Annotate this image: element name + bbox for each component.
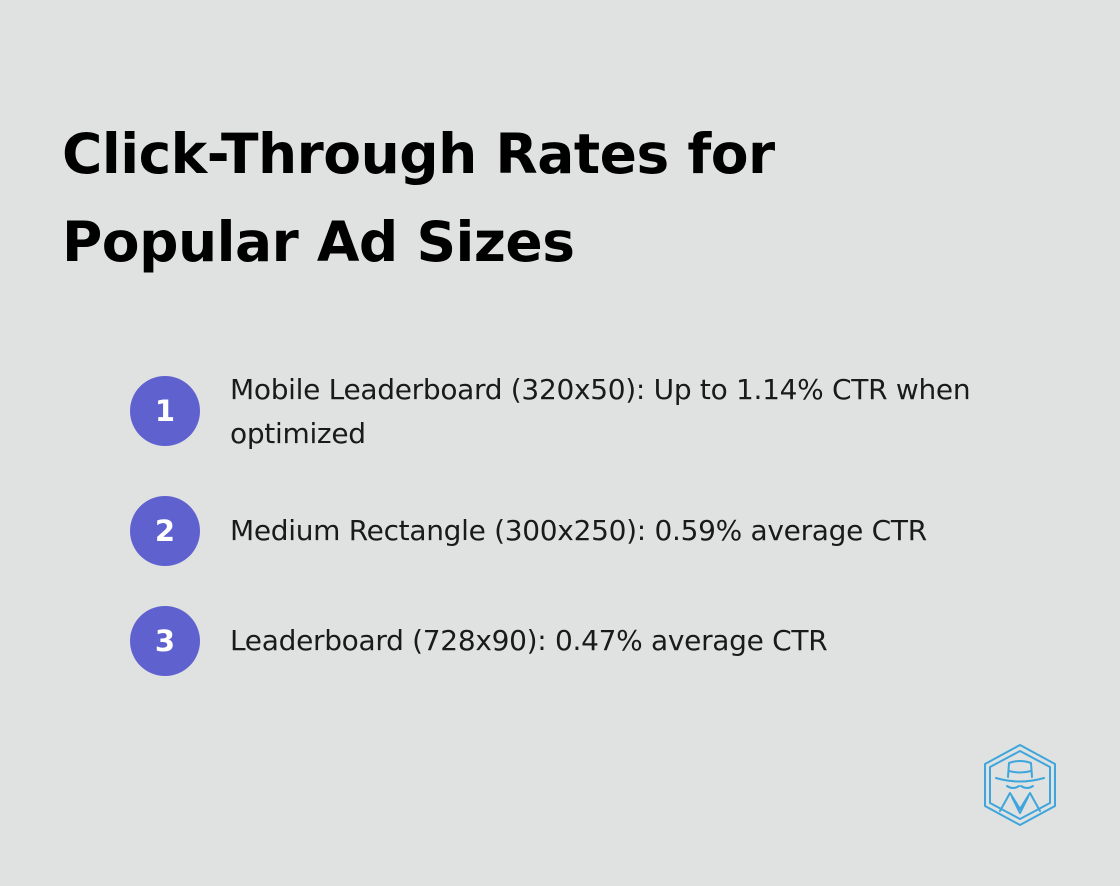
page-title-line-1: Click-Through Rates for	[62, 122, 775, 186]
number-badge-1: 1	[130, 376, 200, 446]
list-item-text-1: Mobile Leaderboard (320x50): Up to 1.14%…	[230, 373, 971, 450]
list-item-text-3: Leaderboard (728x90): 0.47% average CTR	[230, 624, 828, 657]
list-item-text-2: Medium Rectangle (300x250): 0.59% averag…	[230, 514, 927, 547]
page-title: Click-Through Rates for Popular Ad Sizes	[62, 110, 962, 286]
spy-hat-hexagon-icon	[984, 744, 1056, 826]
number-badge-2: 2	[130, 496, 200, 566]
page-title-line-2: Popular Ad Sizes	[62, 210, 575, 274]
number-badge-3: 3	[130, 606, 200, 676]
